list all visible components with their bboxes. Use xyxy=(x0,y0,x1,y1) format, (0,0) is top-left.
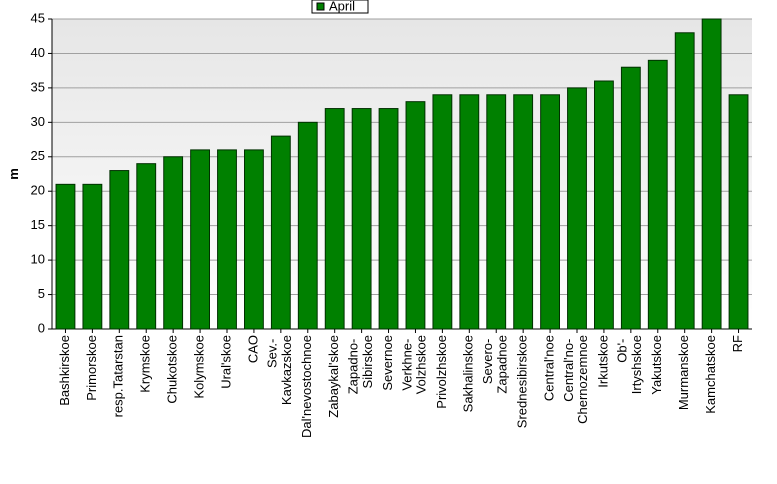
x-tick-label: Srednesibirskoe xyxy=(515,335,530,428)
bar xyxy=(378,108,399,330)
x-tick-label: Chukotskoe xyxy=(165,335,180,404)
x-tick-label: resp.Tatarstan xyxy=(111,335,126,417)
y-tick-label: 0 xyxy=(38,320,45,335)
y-tick-label: 5 xyxy=(38,286,45,301)
y-tick-label: 15 xyxy=(31,217,45,232)
plot-area xyxy=(52,19,752,329)
bar xyxy=(432,94,453,330)
y-tick-label: 10 xyxy=(31,252,45,267)
bar xyxy=(728,94,749,330)
bar xyxy=(647,59,668,330)
x-tick-label: RF xyxy=(730,335,745,352)
x-tick-label: Murmanskoe xyxy=(676,335,691,410)
bar xyxy=(109,170,130,330)
x-tick-label: Irkutskoe xyxy=(595,335,610,388)
x-tick-label: Privolzhskoe xyxy=(434,335,449,409)
x-tick-label: Bashkirskoe xyxy=(57,335,72,406)
y-tick-label: 20 xyxy=(31,183,45,198)
bar xyxy=(217,149,237,330)
legend-label: April xyxy=(329,0,355,13)
x-tick-label: Kamchatskoe xyxy=(703,335,718,414)
bar xyxy=(324,108,345,330)
bar xyxy=(701,18,722,330)
y-tick-label: 30 xyxy=(31,114,45,129)
bar xyxy=(82,183,103,330)
bar xyxy=(594,80,614,330)
x-tick-label: Severo- Zapadnoe xyxy=(481,335,510,394)
bar xyxy=(55,183,76,330)
bar xyxy=(405,101,426,330)
y-tick-label: 25 xyxy=(31,148,45,163)
y-axis-label: m xyxy=(6,168,21,180)
x-tick-label: Dal'nevostochnoe xyxy=(299,335,314,438)
bar xyxy=(540,94,561,330)
bar xyxy=(351,108,372,330)
y-tick-label: 45 xyxy=(31,10,45,25)
x-tick-label: Sev.- Kavkazskoe xyxy=(265,335,294,405)
bar xyxy=(244,149,264,330)
bar xyxy=(190,149,210,330)
y-tick-label: 35 xyxy=(31,79,45,94)
x-tick-label: Krymskoe xyxy=(138,335,153,393)
bar xyxy=(163,156,184,330)
x-tick-label: Zapadno- Sibirskoe xyxy=(346,335,375,394)
x-tick-label: Central'noe xyxy=(542,335,557,401)
bar xyxy=(674,32,695,330)
bar xyxy=(136,163,157,330)
bar xyxy=(297,121,318,330)
x-tick-label: Sakhalinskoe xyxy=(461,335,476,412)
x-tick-label: Central'no- Chernozemnoe xyxy=(561,335,590,424)
legend: April xyxy=(311,0,369,14)
bar xyxy=(459,94,480,330)
x-tick-label: Yakutskoe xyxy=(649,335,664,395)
legend-swatch xyxy=(316,2,325,11)
x-tick-label: Kolymskoe xyxy=(192,335,207,399)
bar xyxy=(486,94,507,330)
legend-box xyxy=(311,0,369,14)
x-tick-label: Zabaykal'skoe xyxy=(326,335,341,418)
x-tick-label: Primorskoe xyxy=(84,335,99,401)
x-tick-label: Ob'- Irtyshskoe xyxy=(615,335,644,394)
bar xyxy=(620,66,641,330)
y-tick-label: 40 xyxy=(31,45,45,60)
bar xyxy=(270,135,291,330)
x-tick-label: Verkhne- Volzhskoe xyxy=(400,335,429,394)
x-tick-label: Severnoe xyxy=(380,335,395,391)
bar xyxy=(513,94,534,330)
x-tick-label: CAO xyxy=(245,335,260,363)
x-tick-label: Ural'skoe xyxy=(218,335,233,389)
bar xyxy=(567,87,587,330)
